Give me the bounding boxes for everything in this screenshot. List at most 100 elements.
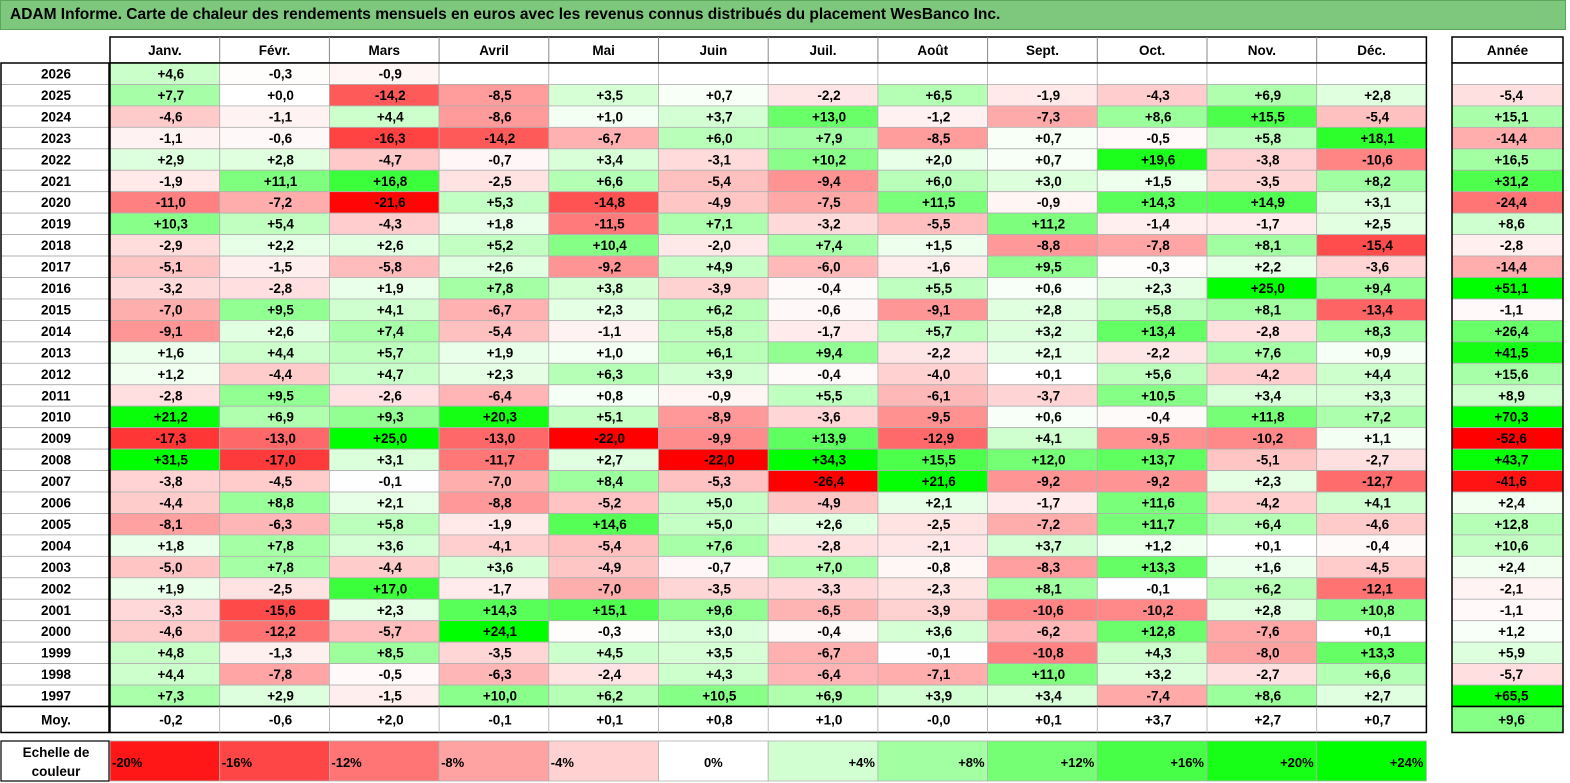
- cell-value: +2,1: [377, 496, 404, 511]
- year-value: -1,1: [1500, 302, 1524, 317]
- year-value: +65,5: [1494, 689, 1529, 704]
- cell-value: +8,5: [377, 646, 404, 661]
- cell-value: +1,9: [487, 345, 514, 360]
- cell-value: -3,2: [159, 281, 182, 296]
- cell-value: +4,7: [377, 367, 404, 382]
- cell-value: +0,7: [706, 88, 733, 103]
- cell-value: -4,2: [1256, 496, 1279, 511]
- cell-value: -9,2: [598, 260, 621, 275]
- cell-value: +15,5: [1251, 109, 1286, 124]
- cell-value: +7,7: [158, 88, 185, 103]
- row-label-2004: 2004: [41, 538, 72, 553]
- cell-value: -4,4: [269, 367, 293, 382]
- cell-value: +4,4: [158, 667, 185, 682]
- month-header-3: Avril: [479, 43, 509, 58]
- cell-value: +2,3: [1145, 281, 1172, 296]
- cell-value: -4,6: [159, 624, 183, 639]
- cell-value: +4,1: [1035, 431, 1062, 446]
- cell-value: +31,5: [154, 453, 189, 468]
- scale-label: +8%: [958, 755, 985, 770]
- cell-value: -8,5: [488, 88, 512, 103]
- cell-value: -3,3: [817, 581, 841, 596]
- cell-value: -2,8: [1256, 324, 1280, 339]
- cell-value: +3,6: [377, 538, 404, 553]
- cell-value: +6,2: [1255, 581, 1282, 596]
- year-value: +41,5: [1494, 345, 1529, 360]
- cell-value: -6,3: [488, 667, 512, 682]
- row-label-2019: 2019: [41, 217, 71, 232]
- cell-value: -0,4: [1147, 410, 1171, 425]
- year-value: -14,4: [1496, 131, 1527, 146]
- cell-value: +6,1: [706, 345, 733, 360]
- cell-value: -0,5: [1147, 131, 1171, 146]
- row-label-2025: 2025: [41, 88, 72, 103]
- year-value: +2,4: [1498, 496, 1525, 511]
- cell-value: -15,6: [265, 603, 296, 618]
- cell-value: -11,5: [595, 217, 626, 232]
- cell-value: +4,3: [706, 667, 733, 682]
- cell-value: +6,5: [925, 88, 952, 103]
- heatmap-cell: [1316, 62, 1427, 85]
- cell-value: -5,3: [708, 474, 732, 489]
- cell-value: -8,6: [488, 109, 512, 124]
- heatmap-cell: [658, 62, 769, 85]
- cell-value: +6,2: [706, 302, 733, 317]
- cell-value: +5,0: [706, 517, 733, 532]
- month-header-9: Oct.: [1139, 43, 1165, 58]
- cell-value: -4,0: [927, 367, 950, 382]
- cell-value: +0,8: [596, 388, 623, 403]
- cell-value: -9,5: [927, 410, 951, 425]
- cell-value: +14,6: [593, 517, 628, 532]
- cell-value: -8,9: [708, 410, 731, 425]
- year-value: -52,6: [1496, 431, 1527, 446]
- cell-value: -7,0: [488, 474, 511, 489]
- average-value: -0,1: [488, 713, 512, 728]
- cell-value: -2,5: [269, 581, 293, 596]
- cell-value: -10,8: [1033, 646, 1064, 661]
- year-value: +16,5: [1494, 152, 1529, 167]
- year-value: +8,9: [1498, 388, 1525, 403]
- cell-value: -4,6: [1366, 517, 1390, 532]
- cell-value: +2,3: [377, 603, 404, 618]
- cell-value: +1,8: [487, 217, 514, 232]
- cell-value: -3,3: [159, 603, 183, 618]
- cell-value: -1,9: [488, 517, 511, 532]
- cell-value: -3,9: [927, 603, 950, 618]
- cell-value: -1,7: [1037, 496, 1060, 511]
- cell-value: +9,5: [1035, 260, 1062, 275]
- cell-value: -1,1: [159, 131, 183, 146]
- year-value: +5,9: [1498, 646, 1525, 661]
- cell-value: -11,7: [485, 453, 515, 468]
- cell-value: -7,5: [817, 195, 841, 210]
- row-label-2017: 2017: [41, 260, 71, 275]
- cell-value: -26,4: [814, 474, 845, 489]
- month-header-8: Sept.: [1026, 43, 1059, 58]
- cell-value: +2,8: [1255, 603, 1282, 618]
- cell-value: +6,6: [1364, 667, 1391, 682]
- cell-value: +2,7: [596, 453, 623, 468]
- cell-value: -4,2: [1256, 367, 1279, 382]
- cell-value: -5,7: [379, 624, 402, 639]
- cell-value: -8,5: [927, 131, 951, 146]
- cell-value: -3,6: [817, 410, 841, 425]
- year-value: +12,8: [1494, 517, 1529, 532]
- row-label-2011: 2011: [41, 388, 71, 403]
- cell-value: +6,9: [816, 689, 843, 704]
- cell-value: -1,3: [269, 646, 293, 661]
- year-value: +43,7: [1494, 453, 1528, 468]
- cell-value: +2,3: [1255, 474, 1282, 489]
- cell-value: -12,7: [1362, 474, 1393, 489]
- year-value: -2,8: [1500, 238, 1524, 253]
- cell-value: +10,5: [1141, 388, 1176, 403]
- cell-value: +10,4: [593, 238, 628, 253]
- cell-value: -9,4: [817, 174, 841, 189]
- cell-value: +7,2: [1364, 410, 1391, 425]
- cell-value: -5,2: [598, 496, 621, 511]
- cell-value: +3,0: [1035, 174, 1062, 189]
- month-header-2: Mars: [368, 43, 400, 58]
- cell-value: -0,4: [1366, 538, 1390, 553]
- cell-value: -0,7: [488, 152, 511, 167]
- scale-label: -8%: [441, 755, 465, 770]
- cell-value: +2,3: [596, 302, 623, 317]
- cell-value: -1,7: [488, 581, 511, 596]
